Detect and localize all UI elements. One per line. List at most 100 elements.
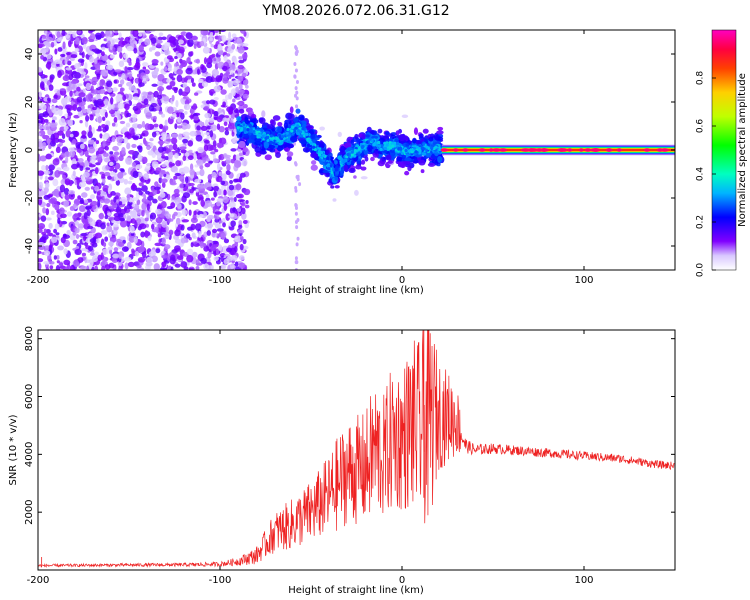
signal-cell: [350, 139, 355, 145]
noise-cell: [244, 204, 250, 209]
noise-cell: [293, 93, 297, 98]
signal-cell: [244, 117, 249, 125]
noise-cell: [193, 152, 197, 161]
noise-cell: [40, 73, 46, 79]
noise-cell: [174, 172, 182, 177]
signal-cell: [437, 155, 443, 163]
noise-cell: [132, 117, 137, 123]
noise-cell: [60, 179, 66, 185]
noise-cell: [90, 186, 95, 190]
noise-cell: [217, 43, 222, 51]
signal-cell: [353, 175, 357, 179]
signal-core-cell: [317, 153, 322, 157]
noise-cell: [77, 257, 84, 263]
noise-cell: [103, 33, 107, 37]
noise-cell: [62, 98, 68, 105]
noise-cell: [58, 207, 65, 215]
noise-cell: [294, 46, 298, 51]
noise-cell: [98, 212, 105, 220]
noise-cell: [117, 212, 124, 218]
signal-core-cell: [364, 143, 368, 147]
noise-cell: [207, 214, 215, 220]
noise-cell: [194, 67, 198, 75]
signal-cell: [332, 198, 337, 202]
noise-cell: [107, 104, 112, 111]
noise-cell: [112, 253, 120, 259]
noise-cell: [211, 240, 219, 245]
noise-cell: [96, 191, 101, 196]
noise-cell: [186, 57, 191, 64]
noise-cell: [64, 194, 70, 201]
noise-cell: [68, 147, 75, 152]
signal-cell: [298, 114, 305, 121]
noise-cell: [167, 67, 173, 72]
noise-cell: [96, 128, 103, 132]
noise-cell: [124, 103, 130, 111]
noise-cell: [222, 77, 229, 84]
noise-cell: [100, 230, 108, 235]
noise-cell: [87, 245, 94, 252]
noise-cell: [142, 95, 146, 100]
noise-cell: [215, 248, 220, 256]
noise-cell: [107, 212, 112, 217]
noise-cell: [113, 247, 119, 252]
noise-cell: [237, 64, 245, 70]
noise-cell: [179, 183, 184, 189]
noise-cell: [93, 100, 98, 107]
noise-cell: [156, 153, 163, 162]
noise-cell: [89, 252, 95, 256]
noise-cell: [78, 205, 86, 213]
signal-cell: [326, 149, 330, 154]
noise-cell: [202, 46, 210, 54]
noise-cell: [93, 48, 100, 54]
noise-cell: [41, 141, 47, 149]
signal-core-cell: [346, 152, 350, 157]
noise-cell: [84, 186, 90, 191]
signal-core-cell: [365, 140, 369, 145]
signal-cell: [418, 159, 426, 166]
noise-cell: [161, 100, 165, 104]
noise-cell: [240, 236, 244, 241]
signal-core-cell: [404, 148, 408, 153]
noise-cell: [64, 58, 68, 65]
noise-cell: [101, 69, 109, 77]
noise-cell: [147, 235, 152, 242]
noise-cell: [164, 244, 171, 250]
noise-cell: [97, 199, 101, 208]
signal-cell: [354, 133, 359, 140]
noise-cell: [99, 133, 103, 139]
noise-cell: [83, 212, 88, 220]
noise-cell: [101, 265, 106, 270]
noise-cell: [233, 178, 239, 183]
noise-cell: [104, 264, 111, 270]
noise-cell: [190, 223, 196, 231]
noise-cell: [148, 104, 155, 112]
signal-cell: [295, 108, 301, 114]
noise-cell: [295, 90, 299, 95]
noise-cell: [42, 207, 47, 214]
noise-cell: [181, 91, 189, 97]
noise-cell: [213, 110, 219, 117]
noise-cell: [244, 84, 249, 89]
noise-cell: [97, 254, 103, 262]
signal-core-cell: [296, 128, 300, 133]
noise-cell: [95, 140, 100, 145]
noise-cell: [49, 265, 54, 270]
noise-cell: [160, 61, 164, 66]
noise-cell: [128, 235, 136, 243]
noise-cell: [102, 116, 106, 122]
noise-cell: [106, 225, 113, 233]
noise-cell: [216, 176, 223, 183]
noise-cell: [294, 185, 298, 190]
noise-cell: [157, 140, 165, 145]
noise-cell: [199, 40, 205, 47]
noise-cell: [183, 266, 189, 270]
noise-cell: [294, 161, 298, 166]
noise-cell: [234, 261, 239, 267]
noise-cell: [218, 220, 223, 224]
noise-cell: [152, 59, 159, 64]
signal-core-cell: [350, 153, 354, 157]
noise-cell: [65, 156, 69, 164]
signal-cell: [238, 108, 245, 114]
noise-cell: [120, 87, 125, 92]
